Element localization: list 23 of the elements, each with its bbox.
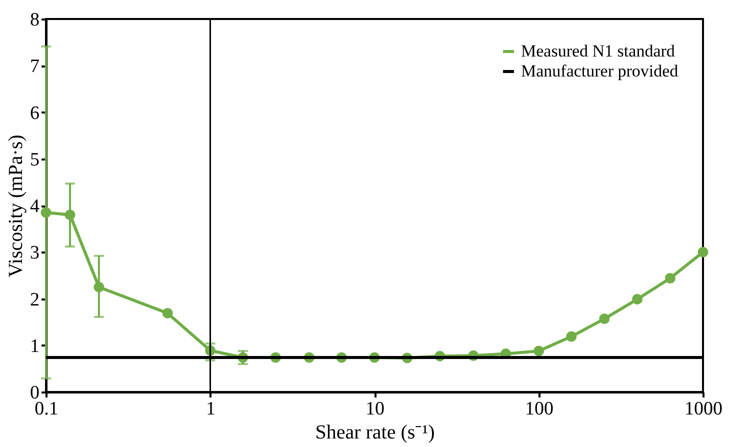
point [534, 346, 544, 356]
legend-label: Measured N1 standard [521, 42, 676, 60]
x-tick-label: 1 [206, 398, 216, 420]
x-axis-title: Shear rate (s⁻¹) [315, 422, 435, 444]
y-tick-label: 8 [30, 10, 40, 30]
point [566, 331, 577, 342]
x-tick-label: 1000 [684, 398, 722, 420]
y-tick-label: 1 [30, 336, 40, 357]
point [698, 246, 708, 258]
y-axis-title: Viscosity (mPa·s) [5, 134, 27, 278]
x-tick-label: 10 [366, 398, 384, 420]
y-tick-label: 2 [30, 289, 40, 310]
x-tick-label: 100 [525, 398, 554, 420]
point [599, 314, 610, 324]
y-tick-label: 7 [30, 56, 40, 78]
legend-label: Manufacturer provided [521, 62, 679, 80]
y-tick-label: 5 [30, 149, 40, 170]
y-tick-label: 4 [30, 196, 40, 217]
point [664, 273, 676, 284]
point [632, 294, 643, 304]
x-tick-label: 0.1 [34, 398, 58, 420]
y-tick-label: 3 [30, 242, 40, 264]
y-tick-label: 6 [30, 102, 40, 124]
